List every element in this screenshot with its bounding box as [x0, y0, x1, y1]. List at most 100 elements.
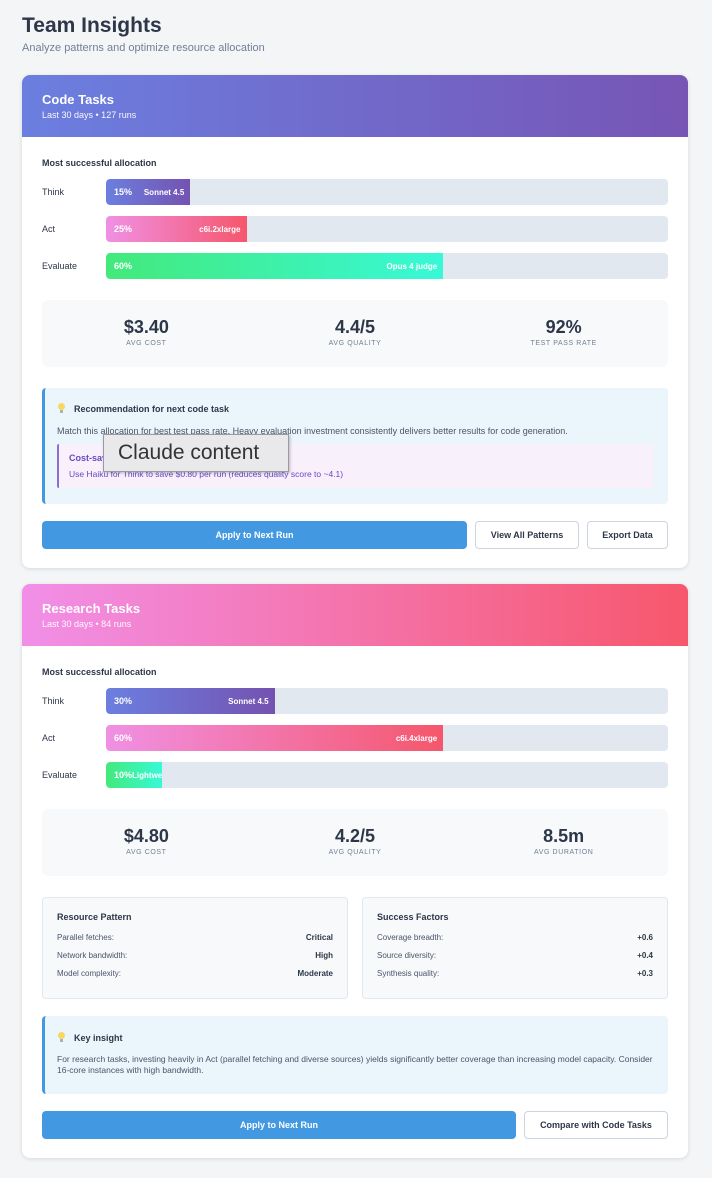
code-card-title: Code Tasks [42, 92, 115, 107]
stat-value: $3.40 [123, 317, 169, 337]
key-insight-text: For research tasks, investing heavily in… [57, 1054, 653, 1075]
recommendation-title-text: Recommendation for next code task [74, 403, 230, 414]
info-value: Moderate [297, 969, 333, 978]
alloc-bar: 60% Opus 4 judge [106, 253, 444, 279]
stat-label: AVG COST [126, 340, 167, 347]
key-insight-title-text: Key insight [74, 1032, 123, 1043]
alloc-track: 30% Sonnet 4.5 [106, 688, 668, 714]
resource-pattern-title: Resource Pattern [57, 912, 132, 922]
code-card-subtitle: Last 30 days • 127 runs [42, 110, 137, 120]
resource-pattern-panel: Resource Pattern Parallel fetches: Criti… [42, 897, 348, 999]
alloc-bar: 25% c6i.2xlarge [106, 216, 247, 242]
alloc-track: 60% Opus 4 judge [106, 253, 668, 279]
research-alloc-think: Think 30% Sonnet 4.5 [42, 688, 668, 714]
stat-test-pass-rate: 92% TEST PASS RATE [459, 300, 668, 367]
code-stats-panel: $3.40 AVG COST 4.4/5 AVG QUALITY 92% TES… [42, 300, 668, 367]
research-tasks-card: Research Tasks Last 30 days • 84 runs Mo… [22, 584, 688, 1158]
info-key: Synthesis quality: [377, 969, 440, 978]
stat-avg-cost: $3.40 AVG COST [42, 300, 251, 367]
code-alloc-evaluate: Evaluate 60% Opus 4 judge [42, 253, 668, 279]
stat-value: $4.80 [123, 826, 169, 846]
stat-avg-quality: 4.4/5 AVG QUALITY [251, 300, 460, 367]
alloc-label: Act [42, 733, 56, 743]
alloc-resource: Lightweight [132, 770, 163, 780]
info-value: Critical [305, 933, 333, 942]
info-row: Model complexity: Moderate [57, 969, 333, 987]
stat-label: AVG COST [126, 849, 167, 856]
research-card-header: Research Tasks Last 30 days • 84 runs [22, 584, 688, 646]
alloc-track: 25% c6i.2xlarge [106, 216, 668, 242]
alloc-label: Evaluate [42, 770, 78, 780]
info-row: Network bandwidth: High [57, 951, 333, 969]
recommendation-title: Recommendation for next code task [57, 403, 656, 414]
stat-label: TEST PASS RATE [530, 340, 597, 347]
alloc-percent: 25% [114, 224, 133, 234]
compare-with-code-tasks-button[interactable]: Compare with Code Tasks [524, 1111, 668, 1139]
info-row: Coverage breadth: +0.6 [377, 933, 653, 951]
info-key: Network bandwidth: [57, 951, 128, 960]
page-title: Team Insights [22, 14, 162, 37]
research-info-panels: Resource Pattern Parallel fetches: Criti… [42, 897, 668, 999]
info-row: Synthesis quality: +0.3 [377, 969, 653, 987]
page-subtitle: Analyze patterns and optimize resource a… [22, 42, 265, 54]
alloc-resource: Sonnet 4.5 [228, 696, 269, 706]
stat-avg-duration: 8.5m AVG DURATION [459, 809, 668, 876]
info-value: +0.6 [637, 933, 653, 942]
stat-label: AVG DURATION [533, 849, 594, 856]
research-card-title: Research Tasks [42, 601, 141, 616]
lightbulb-icon [57, 1032, 66, 1043]
apply-to-next-run-button[interactable]: Apply to Next Run [42, 521, 467, 549]
alloc-bar: 10% Lightweight [106, 762, 163, 788]
info-value: +0.3 [637, 969, 653, 978]
alloc-label: Act [42, 224, 56, 234]
page-header: Team Insights Analyze patterns and optim… [22, 12, 265, 54]
alloc-resource: c6i.2xlarge [199, 224, 241, 234]
research-alloc-evaluate: Evaluate 10% Lightweight [42, 762, 668, 788]
code-actions: Apply to Next Run View All Patterns Expo… [42, 521, 668, 549]
research-stats-panel: $4.80 AVG COST 4.2/5 AVG QUALITY 8.5m AV… [42, 809, 668, 876]
stat-avg-cost: $4.80 AVG COST [42, 809, 251, 876]
alloc-resource: Opus 4 judge [386, 261, 438, 271]
view-all-patterns-button[interactable]: View All Patterns [475, 521, 579, 549]
research-allocation-label: Most successful allocation [42, 667, 157, 677]
info-row: Source diversity: +0.4 [377, 951, 653, 969]
stat-label: AVG QUALITY [328, 849, 382, 856]
alloc-label: Evaluate [42, 261, 78, 271]
apply-to-next-run-button[interactable]: Apply to Next Run [42, 1111, 516, 1139]
research-actions: Apply to Next Run Compare with Code Task… [42, 1111, 668, 1139]
alloc-track: 10% Lightweight [106, 762, 668, 788]
alloc-bar: 30% Sonnet 4.5 [106, 688, 275, 714]
alloc-resource: c6i.4xlarge [395, 733, 438, 743]
alloc-bar: 60% c6i.4xlarge [106, 725, 444, 751]
code-alloc-think: Think 15% Sonnet 4.5 [42, 179, 668, 205]
info-key: Coverage breadth: [377, 933, 444, 942]
alloc-track: 60% c6i.4xlarge [106, 725, 668, 751]
cost-saving-text: Use Haiku for Think to save $0.80 per ru… [69, 469, 344, 479]
recommendation-box: Recommendation for next code task Match … [42, 388, 668, 504]
recommendation-text: Match this allocation for best test pass… [57, 426, 568, 436]
alloc-percent: 60% [114, 261, 133, 271]
alloc-track: 15% Sonnet 4.5 [106, 179, 668, 205]
stat-value: 4.4/5 [334, 317, 376, 337]
stat-avg-quality: 4.2/5 AVG QUALITY [251, 809, 460, 876]
info-key: Parallel fetches: [57, 933, 114, 942]
info-value: +0.4 [637, 951, 653, 960]
info-row: Parallel fetches: Critical [57, 933, 333, 951]
alloc-label: Think [42, 696, 65, 706]
stat-value: 8.5m [543, 826, 585, 846]
alloc-percent: 30% [114, 696, 133, 706]
export-data-button[interactable]: Export Data [587, 521, 668, 549]
info-key: Model complexity: [57, 969, 122, 978]
info-value: High [315, 951, 333, 960]
alloc-bar: 15% Sonnet 4.5 [106, 179, 191, 205]
stat-value: 4.2/5 [334, 826, 376, 846]
key-insight-box: Key insight For research tasks, investin… [42, 1016, 668, 1094]
stat-value: 92% [545, 317, 582, 337]
lightbulb-icon [57, 403, 66, 414]
code-tasks-card: Code Tasks Last 30 days • 127 runs Most … [22, 75, 688, 568]
claude-content-overlay: Claude content [103, 434, 289, 472]
info-key: Source diversity: [377, 951, 437, 960]
key-insight-title: Key insight [57, 1032, 656, 1043]
alloc-percent: 10% [114, 770, 133, 780]
alloc-percent: 15% [114, 187, 133, 197]
